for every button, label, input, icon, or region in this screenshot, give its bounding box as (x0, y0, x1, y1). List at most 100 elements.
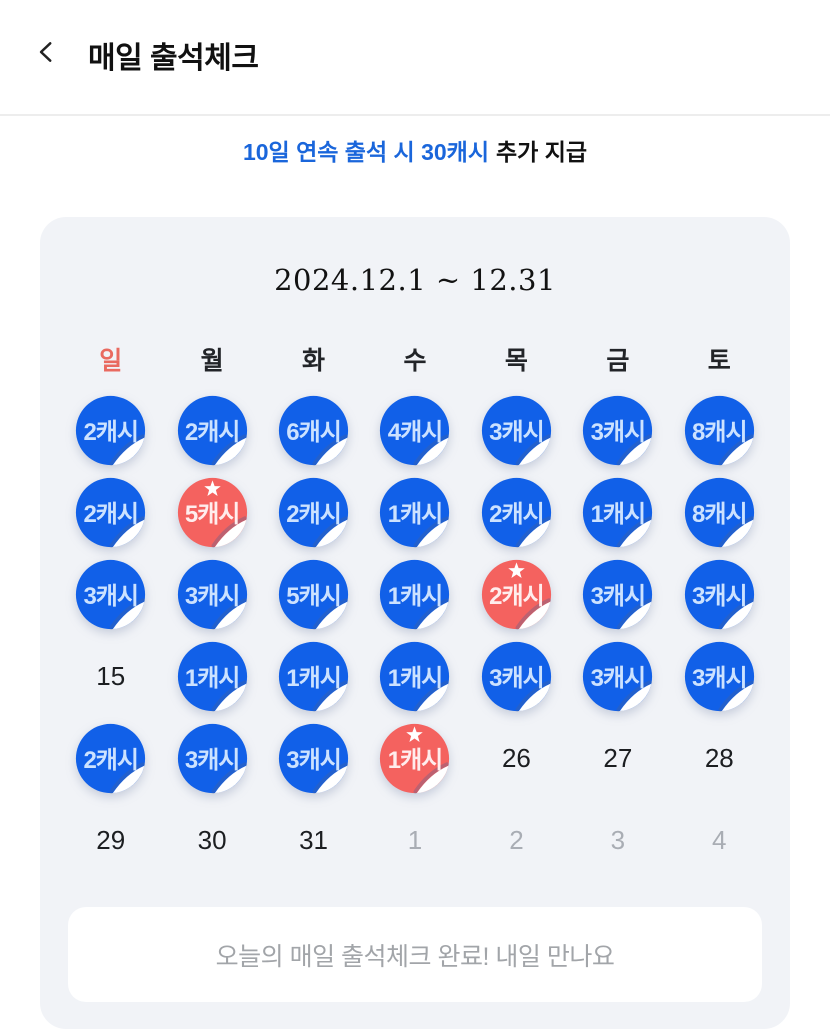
sticker-label: 2캐시 (489, 500, 545, 528)
attendance-sticker-blue[interactable]: 5캐시 (277, 558, 350, 631)
day-number: 3 (610, 824, 626, 855)
sticker-peel-shape (177, 723, 247, 793)
attendance-sticker-blue[interactable]: 1캐시 (378, 558, 451, 631)
weekday-7: 토 (707, 347, 731, 375)
sticker-peel-shape (583, 559, 653, 629)
attendance-sticker-blue[interactable]: 3캐시 (581, 558, 654, 631)
calendar-cell: 3캐시 (162, 553, 263, 635)
sticker-peel-shape (278, 395, 349, 465)
sticker-label: 3캐시 (590, 664, 647, 692)
day-number: 27 (603, 742, 633, 773)
attendance-sticker-blue[interactable]: 2캐시 (74, 722, 147, 795)
calendar-cell: 3캐시 (162, 717, 263, 799)
calendar-cell: 1캐시 (364, 553, 465, 635)
weekday-2: 월 (200, 347, 224, 375)
sticker-peel-shape (177, 395, 247, 465)
calendar-cell: 28 (669, 717, 770, 799)
calendar-cell: 4 (669, 799, 770, 881)
calendar-cell: 2캐시 (466, 471, 567, 553)
attendance-sticker-blue[interactable]: 1캐시 (176, 640, 249, 713)
attendance-sticker-blue[interactable]: 3캐시 (581, 640, 654, 713)
sticker-peel-shape (684, 641, 754, 711)
calendar-cell: 2캐시 (162, 389, 263, 471)
sticker-peel-shape (583, 641, 653, 711)
attendance-sticker-blue[interactable]: 3캐시 (581, 394, 654, 467)
sticker-label: 5캐시 (286, 582, 342, 610)
sticker-peel-shape (278, 559, 349, 629)
status-message: 오늘의 매일 출석체크 완료! 내일 만나요 (68, 907, 762, 1002)
sticker-label: 2캐시 (286, 500, 342, 528)
attendance-sticker-blue[interactable]: 2캐시 (74, 476, 147, 549)
sticker-label: 3캐시 (286, 746, 342, 774)
attendance-sticker-blue[interactable]: 2캐시 (74, 394, 147, 467)
attendance-sticker-blue[interactable]: 1캐시 (581, 476, 654, 549)
sticker-peel-shape (278, 641, 349, 711)
weekday-1: 일 (99, 347, 123, 375)
sticker-peel-shape (481, 395, 552, 465)
attendance-sticker-blue[interactable]: 2캐시 (277, 476, 350, 549)
calendar-cell: 27 (567, 717, 668, 799)
calendar-cell: 1캐시 (263, 635, 364, 717)
calendar-cell: 1캐시 (162, 635, 263, 717)
attendance-sticker-blue[interactable]: 6캐시 (277, 394, 350, 467)
day-number: 26 (501, 742, 531, 773)
attendance-sticker-red-star[interactable]: 5캐시 (176, 476, 249, 549)
attendance-sticker-blue[interactable]: 3캐시 (683, 558, 756, 631)
banner-highlight: 10일 연속 출석 시 30캐시 (242, 139, 489, 165)
calendar-cell: 6캐시 (263, 389, 364, 471)
attendance-sticker-blue[interactable]: 1캐시 (378, 640, 451, 713)
back-button[interactable] (32, 37, 62, 67)
calendar-cell: 2캐시 (466, 553, 567, 635)
sticker-label: 2캐시 (489, 582, 545, 610)
attendance-sticker-blue[interactable]: 3캐시 (176, 558, 249, 631)
calendar-cell: 3캐시 (567, 389, 668, 471)
sticker-label: 1캐시 (387, 500, 444, 528)
attendance-sticker-blue[interactable]: 8캐시 (683, 394, 756, 467)
sticker-label: 4캐시 (387, 418, 444, 446)
attendance-sticker-red-star[interactable]: 1캐시 (378, 722, 451, 795)
sticker-label: 3캐시 (184, 582, 241, 610)
sticker-label: 8캐시 (692, 418, 748, 446)
calendar-cell: 8캐시 (669, 389, 770, 471)
calendar-cell: 3캐시 (60, 553, 161, 635)
attendance-sticker-blue[interactable]: 2캐시 (176, 394, 249, 467)
sticker-peel-shape (380, 559, 450, 629)
sticker-label: 1캐시 (387, 664, 444, 692)
sticker-peel-shape (177, 477, 247, 547)
calendar-cell: 26 (466, 717, 567, 799)
calendar-cell: 5캐시 (162, 471, 263, 553)
day-number: 4 (712, 824, 727, 855)
weekday-6: 금 (606, 347, 630, 375)
attendance-sticker-blue[interactable]: 3캐시 (683, 640, 756, 713)
attendance-sticker-blue[interactable]: 1캐시 (378, 476, 451, 549)
sticker-label: 5캐시 (184, 500, 241, 528)
attendance-card: 2024.12.1 ~ 12.31 일 월 화 수 목 금 토 2캐시 2캐시 6캐시 4캐시 3캐… (40, 217, 790, 1029)
calendar-cell: 8캐시 (669, 471, 770, 553)
attendance-sticker-blue[interactable]: 3캐시 (480, 640, 553, 713)
weekday-4: 수 (403, 347, 427, 375)
sticker-label: 3캐시 (489, 418, 545, 446)
date-range-title: 2024.12.1 ~ 12.31 (274, 263, 556, 297)
sticker-label: 1캐시 (590, 500, 647, 528)
attendance-sticker-blue[interactable]: 4캐시 (378, 394, 451, 467)
attendance-sticker-blue[interactable]: 3캐시 (277, 722, 350, 795)
sticker-label: 3캐시 (184, 746, 241, 774)
attendance-sticker-blue[interactable]: 1캐시 (277, 640, 350, 713)
attendance-sticker-blue[interactable]: 3캐시 (480, 394, 553, 467)
attendance-sticker-blue[interactable]: 2캐시 (480, 476, 553, 549)
attendance-sticker-red-star[interactable]: 2캐시 (480, 558, 553, 631)
attendance-sticker-blue[interactable]: 8캐시 (683, 476, 756, 549)
sticker-peel-shape (278, 477, 349, 547)
attendance-sticker-blue[interactable]: 3캐시 (74, 558, 147, 631)
sticker-label: 3캐시 (692, 664, 748, 692)
sticker-label: 3캐시 (590, 418, 647, 446)
attendance-sticker-blue[interactable]: 3캐시 (176, 722, 249, 795)
sticker-peel-shape (380, 395, 450, 465)
sticker-peel-shape (481, 641, 552, 711)
sticker-label: 1캐시 (286, 664, 342, 692)
calendar-cell: 31 (263, 799, 364, 881)
calendar-cell: 1캐시 (567, 471, 668, 553)
sticker-label: 3캐시 (489, 664, 545, 692)
calendar-cell: 3캐시 (567, 553, 668, 635)
